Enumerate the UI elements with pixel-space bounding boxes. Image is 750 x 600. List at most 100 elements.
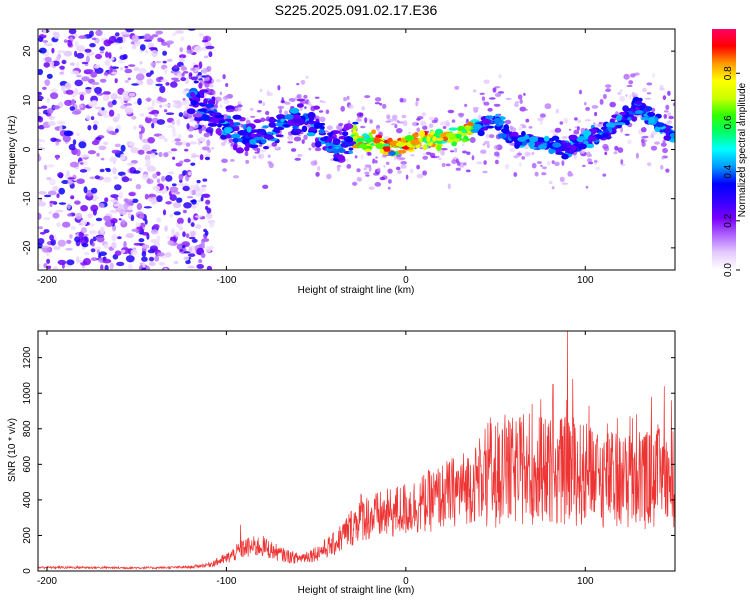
spectrogram-cell [98,203,105,208]
spectrogram-cell [250,115,256,118]
spectrogram-cell [336,165,341,172]
snr-series-line [38,331,675,570]
spectrogram-cell [382,145,391,152]
spectrogram-cell [52,212,60,219]
spectrogram-cell [88,223,95,227]
spectrogram-cell [64,99,73,106]
spectrogram-cell [115,32,120,37]
spectrogram-cell [38,124,45,130]
spectrogram-cell [138,238,145,243]
spectrogram-cell [55,209,64,213]
spectrogram-cell [123,198,129,203]
spectrogram-cell [348,104,354,109]
spectrogram-cell [187,171,192,176]
spectrogram-cell [94,175,100,180]
spectrogram-cell [536,137,546,143]
spectrogram-cell [145,265,150,270]
spectrogram-cell [582,129,592,137]
spectrogram-cell [195,202,199,207]
spectrogram-cell [562,147,572,151]
spectrogram-cell [122,90,131,98]
spectrogram-cell [90,187,98,194]
spectrogram-cell [162,50,168,56]
spectrogram-cell [447,109,455,114]
spectrogram-cell [197,75,202,79]
spectrogram-cell [207,99,216,106]
spectrogram-cell [114,78,118,84]
spectrogram-cell [59,65,65,70]
spectrogram-cell [511,131,519,137]
spectrogram-cell [46,251,50,257]
spectrogram-cell [555,108,559,114]
spectrogram-cell [114,184,122,191]
spectrogram-cell [281,105,284,110]
spectrogram-cell [166,58,173,62]
spectrogram-cell [119,46,123,50]
spectrogram-cell [154,255,160,262]
y-tick-label: 200 [22,527,33,544]
spectrogram-cell [405,174,409,180]
spectrogram-cell [214,103,218,109]
spectrogram-cell [127,77,131,81]
spectrogram-cell [166,151,173,154]
spectrogram-cell [273,146,279,149]
spectrogram-cell [38,226,44,230]
spectrogram-cell [75,212,83,220]
spectrogram-cell [494,92,502,98]
spectrogram-cell [542,166,547,170]
spectrogram-cell [263,118,270,121]
spectrogram-cell [361,106,366,111]
spectrogram-cell [534,171,539,177]
spectrogram-cell [458,113,464,118]
spectrogram-cell [276,119,282,124]
spectrogram-cell [194,116,204,122]
spectrogram-cell [619,95,626,102]
spectrogram-cell [593,122,596,126]
spectrogram-cell [262,101,266,107]
spectrogram-cell [117,96,123,100]
spectrogram-cell [281,97,285,103]
spectrogram-cell [486,144,490,148]
spectrogram-cell [106,168,111,173]
spectrogram-cell [42,29,47,36]
spectrogram-cell [120,98,125,105]
spectrogram-cell [374,160,378,164]
spectrogram-cell [561,136,568,139]
spectrogram-cell [266,92,274,96]
spectrogram-cell [358,143,367,149]
spectrogram-cell [127,263,133,270]
spectrogram-cell [155,83,163,87]
spectrogram-cell [95,136,102,141]
spectrogram-cell [180,65,186,68]
spectrogram-cell [148,256,155,262]
spectrogram-cell [348,147,354,151]
spectrogram-cell [170,81,178,88]
spectrogram-cell [356,168,361,173]
spectrogram-cell [95,53,102,60]
spectrogram-cell [430,130,435,136]
spectrogram-cell [152,185,161,191]
y-tick-label: 0 [22,568,33,574]
spectrogram-cell [561,182,569,185]
spectrogram-cell [504,163,510,170]
spectrogram-cell [147,115,152,119]
spectrogram-cell [481,118,490,125]
spectrogram-cell [315,171,320,177]
spectrogram-cell [144,218,148,225]
spectrogram-cell [554,127,562,133]
spectrogram-cell [124,68,133,74]
spectrogram-cell [205,74,210,77]
spectrogram-cell [93,120,99,126]
spectrogram-cell [169,186,179,193]
spectrogram-cell [630,73,636,78]
spectrogram-cell [182,185,190,192]
spectrogram-cell [470,128,480,133]
spectrogram-cell [356,118,362,122]
spectrogram-cell [342,131,349,137]
spectrogram-cell [141,251,147,257]
spectrogram-cell [195,224,202,230]
spectrogram-cell [98,251,107,256]
spectrogram-cell [440,150,445,156]
spectrogram-cell [492,87,497,93]
